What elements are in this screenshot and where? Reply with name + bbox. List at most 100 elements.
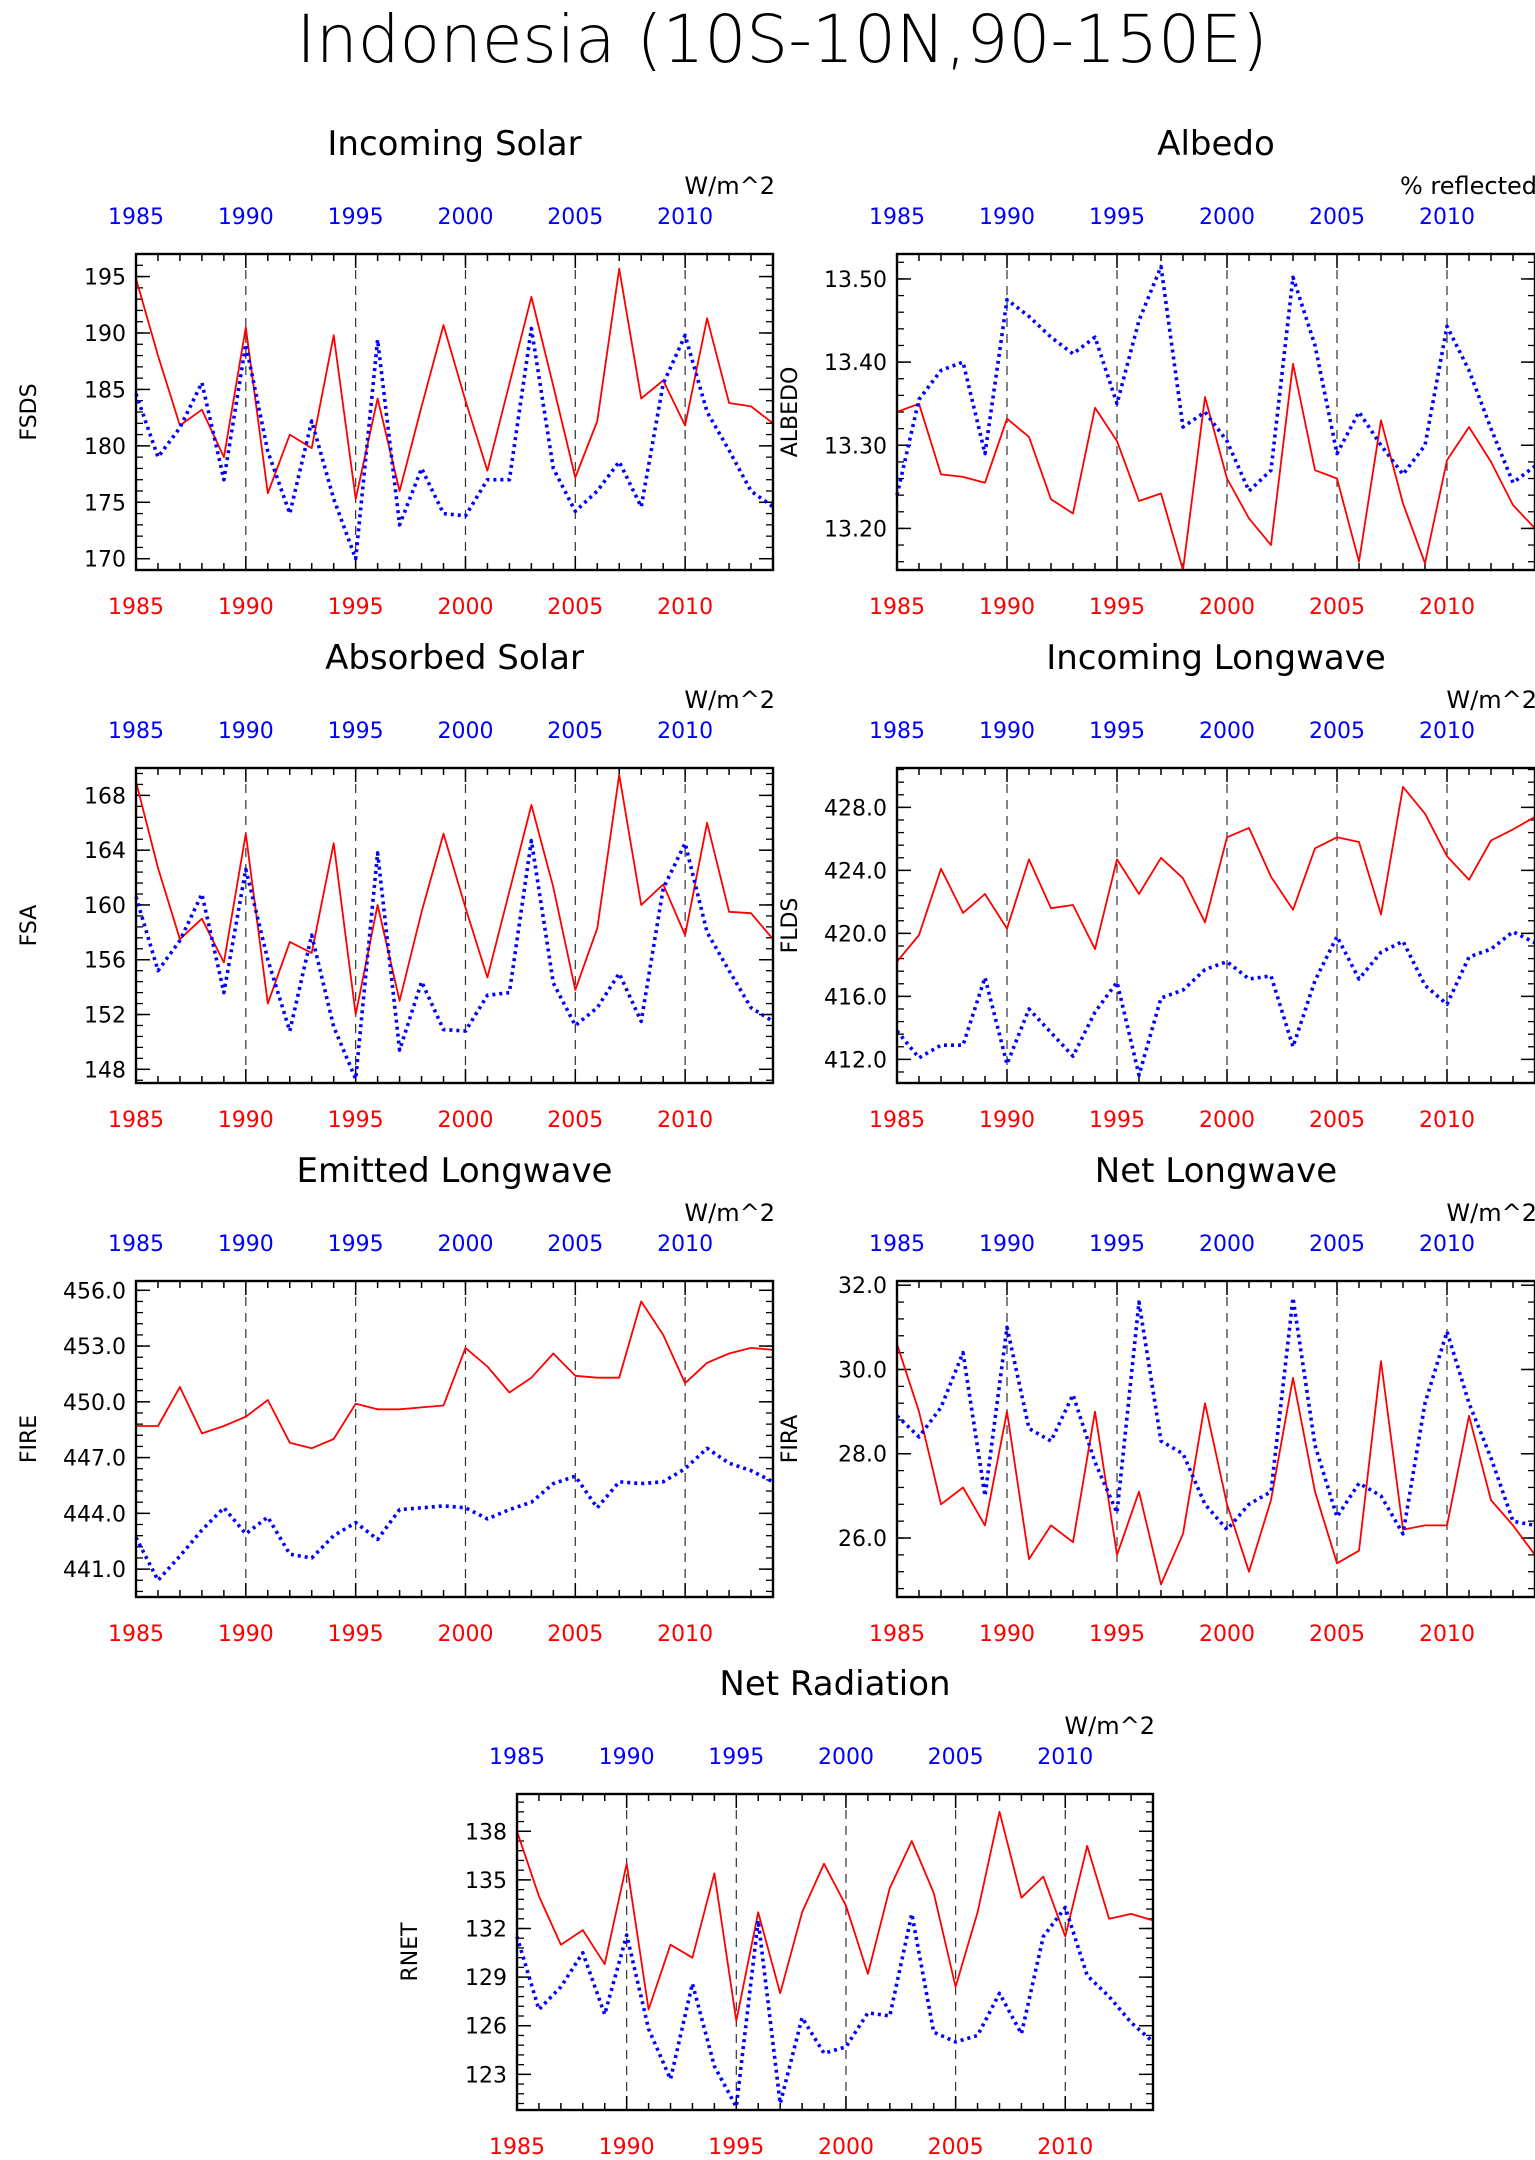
x-tick-label-top: 2010 — [1419, 205, 1475, 230]
units-label: W/m^2 — [1446, 686, 1535, 714]
series-line-blue-dotted — [895, 929, 1535, 1077]
x-tick-label-bottom: 2010 — [1419, 1108, 1475, 1133]
x-tick-label-bottom: 1985 — [869, 1622, 925, 1647]
x-tick-label-top: 1995 — [1089, 1232, 1145, 1257]
x-tick-label-bottom: 2005 — [1309, 595, 1365, 620]
x-tick-label-top: 2005 — [1309, 205, 1365, 230]
series-line-blue-dotted — [134, 838, 774, 1081]
y-tick-label: 13.20 — [824, 517, 887, 542]
x-tick-label-bottom: 2000 — [437, 1108, 493, 1133]
y-tick-label: 168 — [84, 784, 126, 809]
y-axis-label: FLDS — [778, 898, 803, 954]
x-tick-label-top: 1985 — [108, 1232, 164, 1257]
panel-title: Absorbed Solar — [325, 638, 584, 678]
y-tick-label: 424.0 — [824, 859, 887, 884]
x-tick-label-top: 1990 — [218, 719, 274, 744]
y-tick-label: 416.0 — [824, 985, 887, 1010]
x-tick-label-top: 1985 — [108, 719, 164, 744]
x-tick-label-bottom: 1985 — [489, 2135, 545, 2160]
x-tick-label-top: 2010 — [657, 719, 713, 744]
y-tick-label: 195 — [84, 266, 126, 291]
x-tick-label-bottom: 1995 — [328, 1622, 384, 1647]
x-tick-label-bottom: 1990 — [218, 595, 274, 620]
panel-net-longwave: Net Longwave W/m^2 26.0 28.0 30.0 32.0 FIRA 198… — [778, 1151, 1535, 1647]
x-tick-label-top: 2000 — [1199, 1232, 1255, 1257]
x-tick-label-bottom: 1990 — [979, 595, 1035, 620]
series-line-red — [516, 1810, 1154, 2022]
y-tick-label: 126 — [465, 2015, 507, 2040]
x-tick-label-bottom: 2010 — [657, 595, 713, 620]
y-tick-label: 135 — [465, 1869, 507, 1894]
series-line-blue-dotted — [895, 1296, 1535, 1536]
y-tick-label: 450.0 — [63, 1391, 126, 1416]
x-tick-label-bottom: 2005 — [547, 1622, 603, 1647]
y-tick-label: 190 — [84, 322, 126, 347]
y-axis-label: RNET — [398, 1922, 423, 1982]
x-tick-label-top: 1995 — [1089, 205, 1145, 230]
plot-frame — [895, 766, 1535, 1085]
panel-absorbed-solar: Absorbed Solar W/m^2 148 152 156 160 164 168 FSA… — [17, 638, 775, 1133]
x-tick-label-top: 2000 — [818, 1745, 874, 1770]
panel-net-radiation: Net Radiation W/m^2 123 126 129 132 135 138 RNET… — [398, 1664, 1155, 2160]
x-tick-label-bottom: 1995 — [328, 1108, 384, 1133]
x-tick-label-bottom: 1985 — [108, 595, 164, 620]
y-tick-label: 428.0 — [824, 796, 887, 821]
x-tick-label-bottom: 2000 — [818, 2135, 874, 2160]
plot-frame — [515, 1792, 1155, 2112]
series-line-red — [896, 362, 1535, 571]
x-tick-label-top: 2005 — [1309, 719, 1365, 744]
x-tick-label-top: 1985 — [108, 205, 164, 230]
y-tick-label: 441.0 — [63, 1558, 126, 1583]
units-label: % reflected — [1400, 172, 1535, 200]
x-tick-label-top: 2005 — [1309, 1232, 1365, 1257]
x-tick-label-top: 2000 — [437, 719, 493, 744]
x-tick-label-top: 2010 — [1419, 1232, 1475, 1257]
x-tick-label-top: 1990 — [218, 205, 274, 230]
panel-title: Net Radiation — [719, 1664, 950, 1704]
x-tick-label-top: 1995 — [1089, 719, 1145, 744]
y-tick-label: 138 — [465, 1820, 507, 1845]
page-title: Indonesia (10S-10N,90-150E) — [296, 1, 1267, 78]
x-tick-label-bottom: 1990 — [218, 1108, 274, 1133]
x-tick-label-bottom: 1995 — [1089, 595, 1145, 620]
x-tick-label-bottom: 1990 — [979, 1622, 1035, 1647]
x-tick-label-top: 1990 — [979, 1232, 1035, 1257]
x-tick-label-bottom: 2005 — [547, 595, 603, 620]
x-tick-label-bottom: 2005 — [547, 1108, 603, 1133]
x-tick-label-bottom: 2000 — [437, 595, 493, 620]
x-tick-label-bottom: 1985 — [108, 1622, 164, 1647]
x-tick-label-top: 2010 — [657, 205, 713, 230]
x-tick-label-top: 2000 — [1199, 205, 1255, 230]
x-tick-label-bottom: 1985 — [869, 595, 925, 620]
y-tick-label: 170 — [84, 548, 126, 573]
x-tick-label-top: 1985 — [869, 1232, 925, 1257]
x-tick-label-top: 1990 — [599, 1745, 655, 1770]
x-tick-label-top: 1985 — [869, 205, 925, 230]
x-tick-label-bottom: 2000 — [1199, 1622, 1255, 1647]
y-tick-label: 13.40 — [824, 351, 887, 376]
x-tick-label-bottom: 2005 — [1309, 1108, 1365, 1133]
x-tick-label-bottom: 2010 — [657, 1108, 713, 1133]
panel-emitted-longwave: Emitted Longwave W/m^2 441.0 444.0 447.0 450.… — [17, 1151, 775, 1647]
panel-title: Net Longwave — [1095, 1151, 1337, 1191]
y-tick-label: 132 — [465, 1918, 507, 1943]
x-tick-label-bottom: 1995 — [328, 595, 384, 620]
series-line-red — [135, 773, 774, 1016]
x-tick-label-top: 1995 — [708, 1745, 764, 1770]
x-tick-label-bottom: 2010 — [1419, 595, 1475, 620]
x-tick-label-bottom: 2000 — [437, 1622, 493, 1647]
y-tick-label: 123 — [465, 2063, 507, 2088]
y-tick-label: 164 — [84, 839, 126, 864]
y-tick-label: 180 — [84, 435, 126, 460]
y-tick-label: 26.0 — [838, 1527, 887, 1552]
x-tick-label-top: 2005 — [928, 1745, 984, 1770]
y-tick-label: 148 — [84, 1058, 126, 1083]
y-tick-label: 32.0 — [838, 1274, 887, 1299]
y-tick-label: 129 — [465, 1966, 507, 1991]
x-tick-label-top: 1990 — [979, 205, 1035, 230]
x-tick-label-top: 1995 — [328, 205, 384, 230]
y-tick-label: 156 — [84, 949, 126, 974]
y-axis-label: FIRE — [17, 1415, 42, 1463]
x-tick-label-bottom: 1990 — [979, 1108, 1035, 1133]
x-tick-label-bottom: 2010 — [1419, 1622, 1475, 1647]
